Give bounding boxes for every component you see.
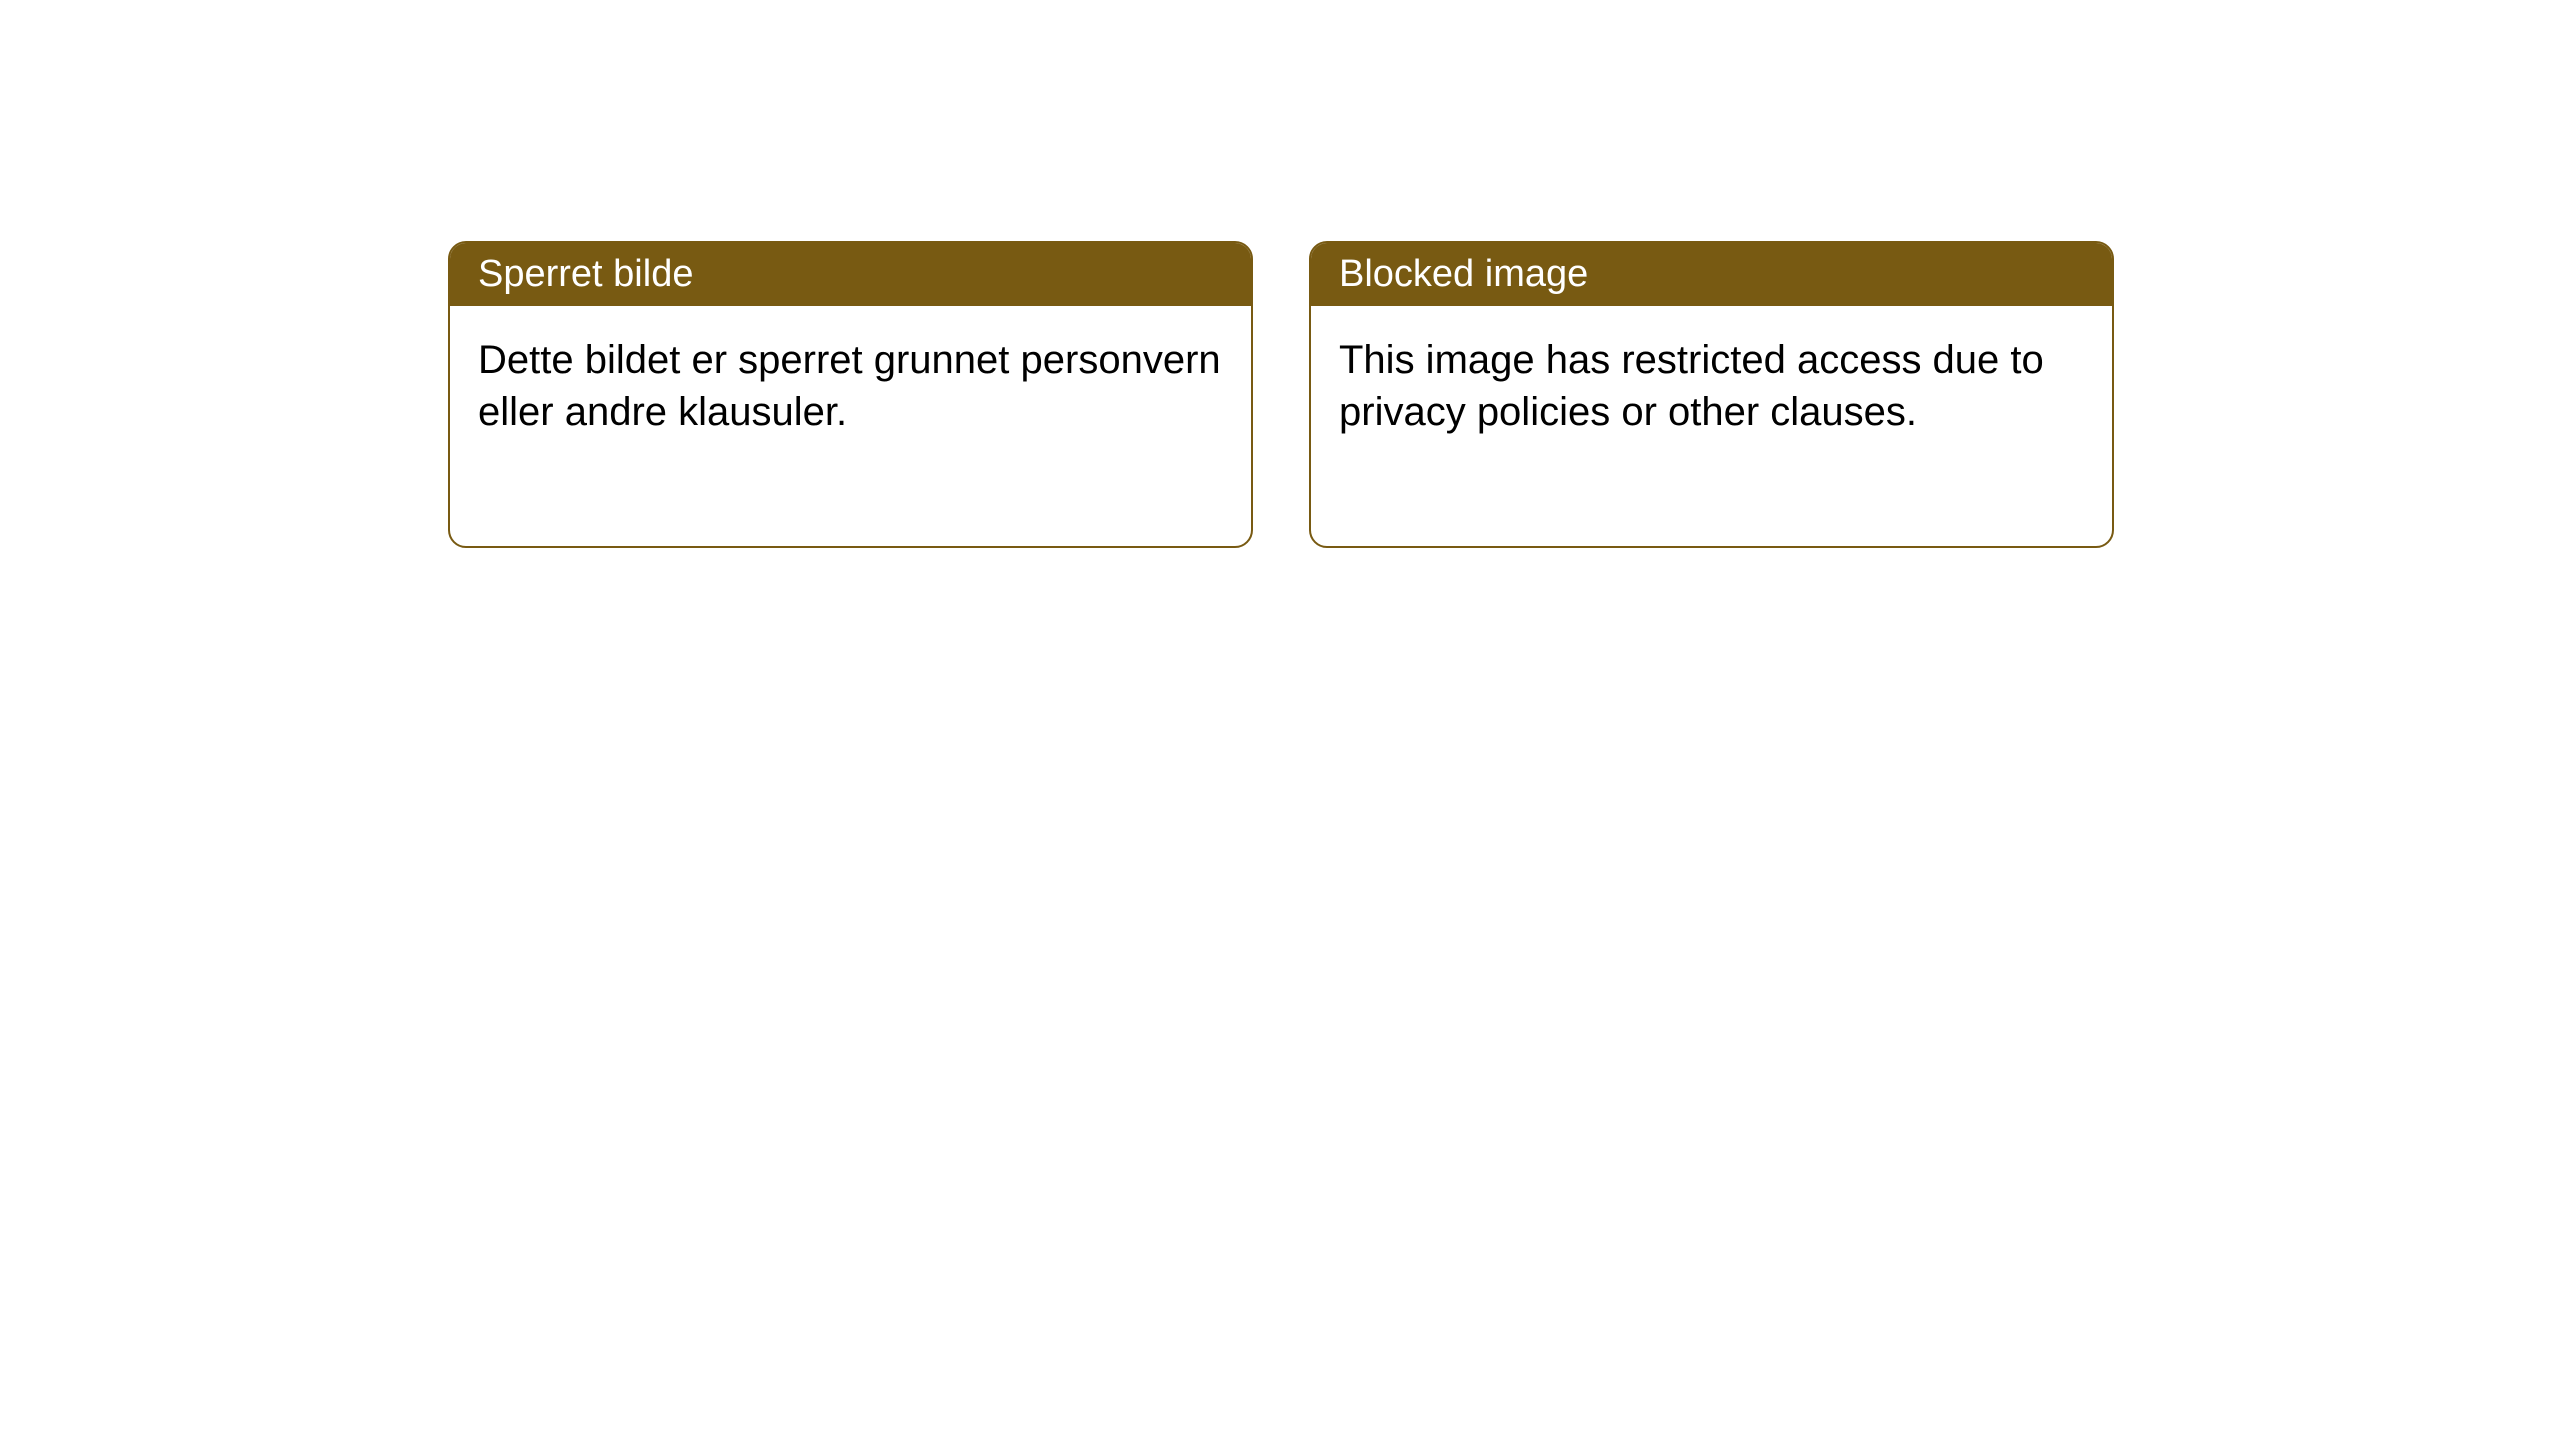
notice-text-norwegian: Dette bildet er sperret grunnet personve… [478,338,1221,434]
notice-body-norwegian: Dette bildet er sperret grunnet personve… [450,306,1251,546]
notice-body-english: This image has restricted access due to … [1311,306,2112,546]
notice-text-english: This image has restricted access due to … [1339,338,2044,434]
notice-card-english: Blocked image This image has restricted … [1309,241,2114,548]
notice-card-norwegian: Sperret bilde Dette bildet er sperret gr… [448,241,1253,548]
notice-header-norwegian: Sperret bilde [450,243,1251,306]
notice-container: Sperret bilde Dette bildet er sperret gr… [448,241,2114,548]
notice-title-norwegian: Sperret bilde [478,253,693,295]
notice-title-english: Blocked image [1339,253,1588,295]
notice-header-english: Blocked image [1311,243,2112,306]
